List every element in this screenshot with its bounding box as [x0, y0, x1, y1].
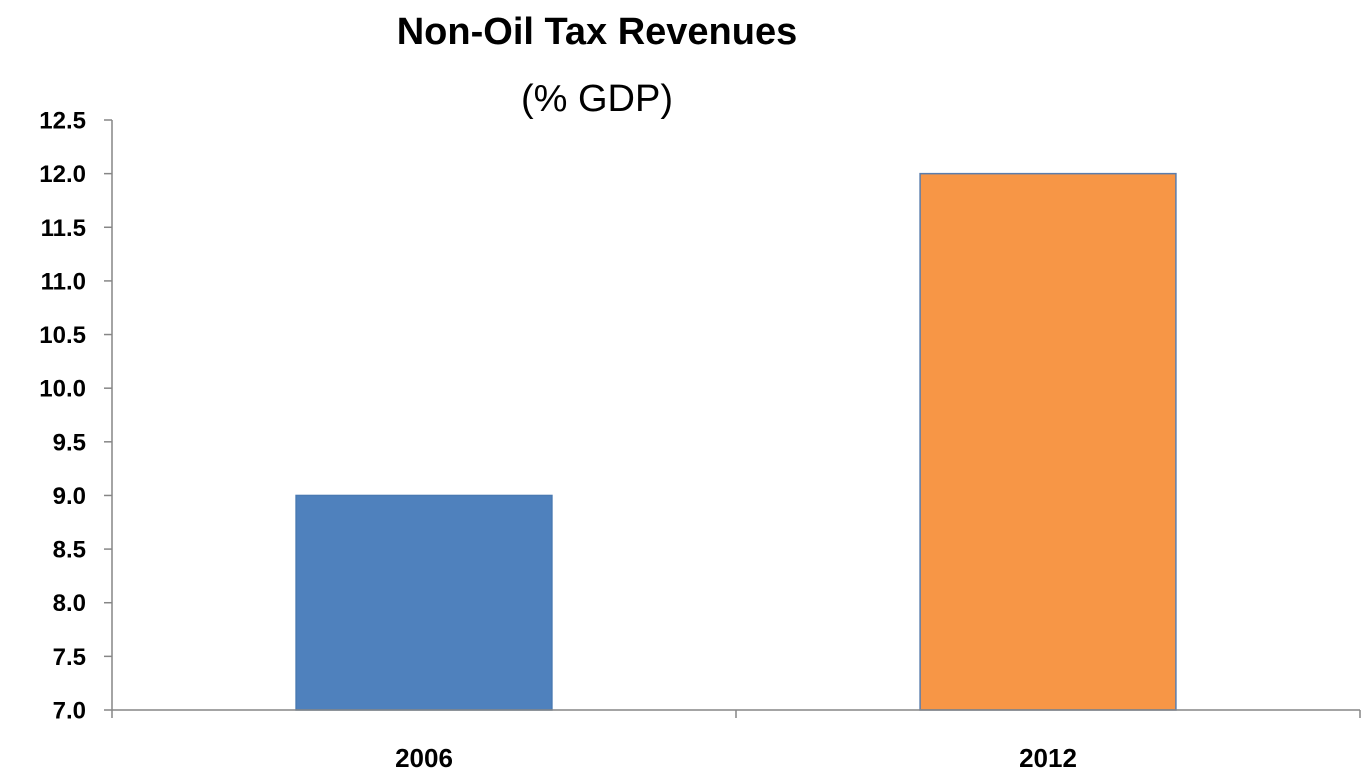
y-tick-label: 7.0: [53, 698, 86, 725]
y-tick-label: 8.5: [53, 537, 86, 564]
y-tick-label: 11.0: [41, 268, 86, 295]
chart-subtitle: (% GDP): [521, 78, 673, 120]
y-tick-label: 9.5: [53, 429, 86, 456]
bar-2006: [295, 494, 553, 711]
y-tick-label: 10.5: [39, 322, 86, 349]
bars: [295, 172, 1177, 711]
chart-title: Non-Oil Tax Revenues: [397, 11, 798, 53]
y-axis: 7.0 7.5 8.0 8.5 9.0 9.5 10.0 10.5 11.0 11.5 12.0 12…: [39, 108, 113, 725]
y-tick-label: 11.5: [41, 215, 86, 242]
y-tick-label: 8.0: [53, 590, 86, 617]
x-tick-label: 2012: [1019, 743, 1077, 773]
bar-2012: [919, 172, 1177, 711]
x-tick-label: 2006: [395, 743, 453, 773]
x-axis: 2006 2012: [111, 709, 1361, 773]
y-tick-label: 7.5: [53, 644, 86, 671]
y-tick-label: 12.5: [39, 108, 86, 135]
y-tick-label: 12.0: [39, 161, 86, 188]
y-tick-label: 9.0: [53, 483, 86, 510]
y-tick-label: 10.0: [39, 376, 86, 403]
